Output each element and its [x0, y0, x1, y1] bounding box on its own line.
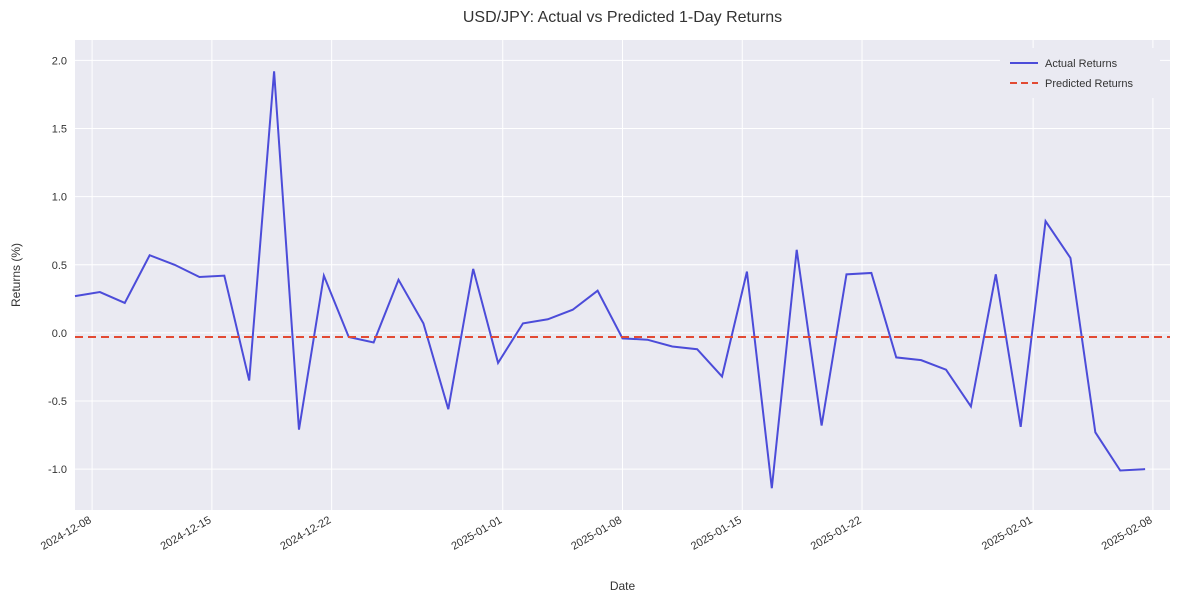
legend-label: Actual Returns [1045, 58, 1118, 70]
x-axis-label: Date [610, 579, 636, 593]
y-tick-label: 1.5 [52, 124, 67, 136]
legend-label: Predicted Returns [1045, 78, 1134, 90]
x-tick-label: 2024-12-22 [278, 514, 333, 553]
y-axis-label: Returns (%) [9, 243, 23, 307]
x-tick-label: 2025-01-01 [449, 514, 504, 553]
x-tick-label: 2024-12-15 [159, 514, 214, 553]
legend: Actual Returns Predicted Returns [1000, 48, 1160, 98]
x-tick-label: 2025-01-15 [689, 514, 744, 553]
y-tick-label: -0.5 [48, 396, 67, 408]
x-tick-label: 2025-01-22 [809, 514, 864, 553]
y-tick-label: 1.0 [52, 192, 67, 204]
x-tick-label: 2025-02-01 [980, 514, 1035, 553]
y-tick-label: 0.0 [52, 328, 67, 340]
x-tick-label: 2024-12-08 [39, 514, 94, 553]
chart-title: USD/JPY: Actual vs Predicted 1-Day Retur… [463, 9, 782, 26]
legend-bg [1000, 48, 1160, 98]
y-tick-label: 0.5 [52, 260, 67, 272]
chart-container: -1.0 -0.5 0.0 0.5 1.0 1.5 2.0 2024-12-08 2024-12… [0, 0, 1200, 600]
y-tick-label: -1.0 [48, 464, 67, 476]
x-tick-label: 2025-02-08 [1100, 514, 1155, 553]
line-chart: -1.0 -0.5 0.0 0.5 1.0 1.5 2.0 2024-12-08 2024-12… [0, 0, 1200, 600]
y-tick-label: 2.0 [52, 55, 67, 67]
x-tick-label: 2025-01-08 [569, 514, 624, 553]
